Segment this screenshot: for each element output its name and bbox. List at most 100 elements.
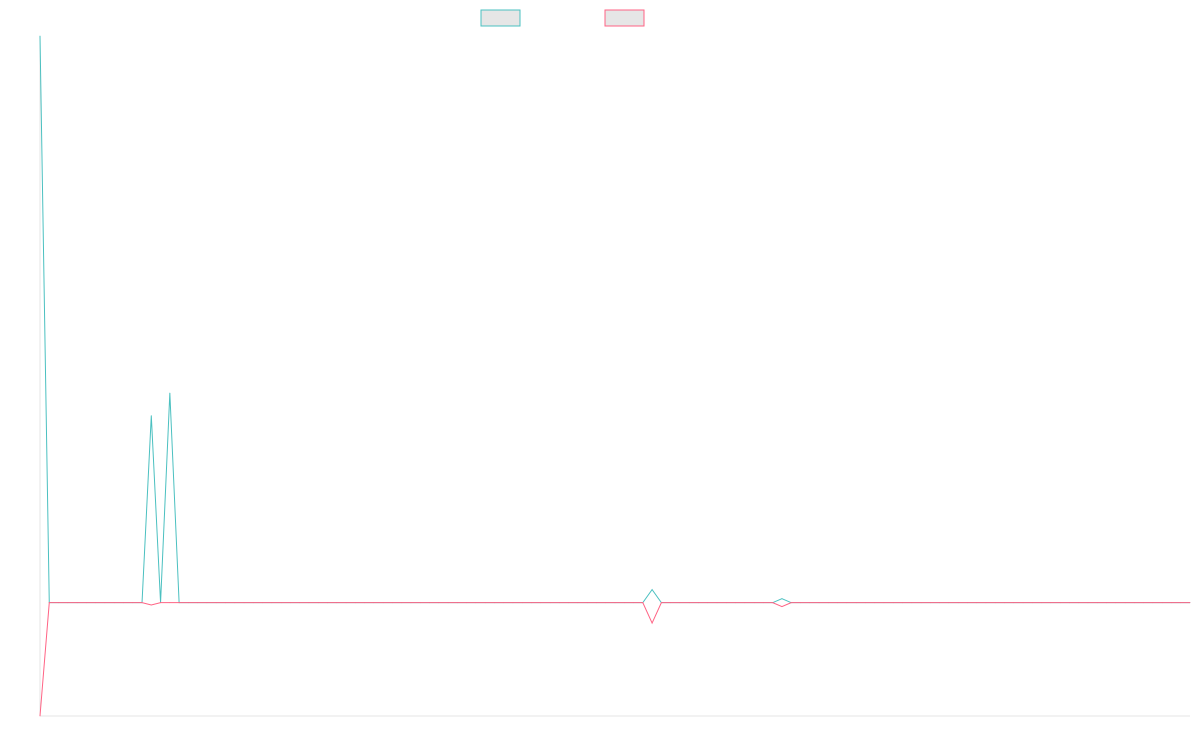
legend-swatch-1 [480,9,521,27]
series-2-point [85,602,87,604]
series-2-point [280,602,282,604]
series-2-point [837,602,838,604]
series-2-point [586,602,588,604]
series-1-point [150,415,152,417]
series-2-point [577,602,579,604]
series-2-point [48,602,50,604]
series-2-point [1152,602,1154,604]
series-2-point [58,602,59,604]
series-2-point [169,602,171,604]
series-2-point [317,602,319,604]
series-2-point [531,602,532,604]
series-1-point [781,598,783,600]
series-2-point [150,604,152,606]
series-2-point [883,602,885,604]
series-1-point [39,35,41,37]
series-2-point [39,715,41,717]
series-2-point [197,602,199,604]
series-2-point [698,602,699,604]
series-2-point [95,602,97,604]
series-2-point [1031,602,1033,604]
series-2-point [1087,602,1089,604]
series-2-point [494,602,495,604]
series-2-point [614,602,616,604]
series-2-point [1161,602,1163,604]
series-2-point [466,602,468,604]
series-2-point [1096,602,1098,604]
series-2-point [271,602,273,604]
legend [480,9,645,27]
series-2-point [688,602,690,604]
series-2-point [354,602,356,604]
series-2-point [623,602,625,604]
series-2-point [1115,602,1117,604]
series-2-point [234,602,236,604]
series-2-point [345,602,347,604]
series-2-point [744,602,746,604]
series-2-point [790,602,792,604]
series-2-point [76,602,78,604]
series-2-point [781,606,783,608]
series-2-point [1041,602,1043,604]
series-2-point [419,602,421,604]
series-2-point [670,602,672,604]
series-2-point [596,602,597,604]
series-2-point [429,602,430,604]
series-2-point [178,602,180,604]
series-2-point [1013,602,1015,604]
series-2-point [521,602,523,604]
series-2-point [243,602,245,604]
series-2-point [299,602,301,604]
series-2-point [939,602,940,604]
series-2-point [1180,602,1182,604]
series-2-point [447,602,449,604]
series-2-point [1133,602,1135,604]
series-2-point [104,602,106,604]
series-2-point [605,602,607,604]
series-2-point [660,602,662,604]
series-2-point [1069,602,1070,604]
series-2-point [827,602,829,604]
series-2-point [846,602,848,604]
series-2-point [401,602,403,604]
series-2-point [642,602,644,604]
series-2-point [540,602,542,604]
series-2-point [957,602,959,604]
series-2-point [874,602,876,604]
series-2-point [225,602,226,604]
series-layer [39,35,1191,717]
series-2-point [976,602,978,604]
series-2-point [679,602,681,604]
series-2-point [113,602,115,604]
series-2-point [373,602,375,604]
series-2-point [308,602,310,604]
series-2-point [651,622,653,624]
series-2-line [39,602,1190,717]
series-2-point [818,602,820,604]
series-2-point [1050,602,1052,604]
series-1-point [169,392,171,394]
series-2-point [364,602,365,604]
series-2-point [920,602,922,604]
series-2-point [336,602,338,604]
series-2-point [902,602,903,604]
series-2-point [762,602,764,604]
series-2-point [800,602,801,604]
series-2-point [707,602,709,604]
series-2-point [392,602,393,604]
series-2-point [512,602,514,604]
series-2-point [187,602,189,604]
series-2-point [549,602,551,604]
series-2-point [1143,602,1145,604]
series-2-point [215,602,217,604]
series-2-point [410,602,412,604]
series-2-point [1059,602,1061,604]
series-2-point [865,602,866,604]
series-2-point [503,602,505,604]
series-2-point [568,602,570,604]
series-2-point [438,602,440,604]
axes [39,36,1190,717]
series-2-point [382,602,384,604]
